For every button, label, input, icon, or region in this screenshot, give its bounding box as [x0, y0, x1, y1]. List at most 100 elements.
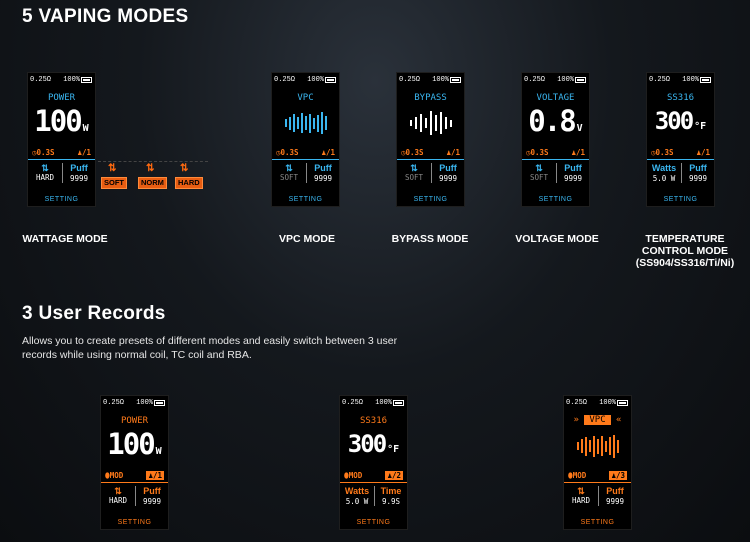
- mode-name: POWER: [47, 93, 76, 103]
- updown-icon: ⇅: [41, 163, 49, 173]
- mod-indicator: ⬮MOD: [568, 471, 587, 480]
- mode-value: 100 W: [34, 104, 89, 138]
- puff-cell: Puff 9999: [135, 486, 168, 506]
- norm-option: NORM: [138, 177, 167, 189]
- status-bar: 0.25Ω 100%: [397, 75, 464, 84]
- mode-value: 0.8 V: [528, 104, 583, 138]
- device-voltage: 0.25Ω 100% VOLTAGE 0.8 V ◷0.3S ♟/1 ⇅ SOFT P…: [521, 72, 590, 207]
- puff-cell: Puff 9999: [598, 486, 631, 506]
- battery-icon: [450, 76, 461, 83]
- profile-number: ♟/2: [385, 471, 403, 480]
- battery-icon: [393, 399, 404, 406]
- setting-label: SETTING: [117, 519, 152, 526]
- profile-number: ♟/1: [77, 148, 91, 157]
- temperature-caption: TEMPERATURE CONTROL MODE (SS904/SS316/Ti…: [635, 233, 735, 269]
- bypass-caption: BYPASS MODE: [391, 233, 469, 245]
- device-vpc: 0.25Ω 100% VPC ◷0.3S ♟/1 ⇅ SOFT Puff 9999 S…: [271, 72, 340, 207]
- setting-label: SETTING: [538, 196, 573, 203]
- divider: [98, 161, 208, 162]
- chevron-right-icon: «: [616, 415, 622, 425]
- mode-value: 300 °F: [654, 107, 707, 135]
- record-device-1: 0.25Ω 100% POWER 100 W ⬮MOD ♟/1 ⇅ HARD Puff…: [100, 395, 169, 530]
- device-wattage: 0.25Ω 100% POWER 100 W ◷0.3S ♟/1 ⇅ HARD Puf…: [27, 72, 96, 207]
- mode-name: VPC: [297, 93, 314, 103]
- mod-indicator: ⬮MOD: [344, 471, 363, 480]
- updown-icon: ⇅: [114, 486, 122, 496]
- vpc-curve: [564, 433, 631, 459]
- mode-name: SS316: [359, 416, 388, 426]
- updown-icon: ⇅: [146, 163, 155, 174]
- status-bar: 0.25Ω 100%: [647, 75, 714, 84]
- preheat-time: ◷0.3S: [401, 148, 424, 157]
- mod-indicator: ⬮MOD: [105, 471, 124, 480]
- battery-icon: [325, 76, 336, 83]
- battery-percent: 100%: [63, 75, 80, 84]
- curve-cell: ⇅ HARD: [28, 163, 62, 182]
- battery-icon: [700, 76, 711, 83]
- setting-label: SETTING: [44, 196, 79, 203]
- preheat-time: ◷0.3S: [276, 148, 299, 157]
- curve-cell: ⇅ SOFT: [272, 163, 306, 182]
- curve-cell: ⇅ HARD: [101, 486, 135, 505]
- puff-cell: Puff 9999: [306, 163, 339, 183]
- updown-icon: ⇅: [535, 163, 543, 173]
- mode-value: 300 °F: [347, 430, 400, 458]
- mode-name: » VPC «: [573, 415, 622, 425]
- record-device-2: 0.25Ω 100% SS316 300 °F ⬮MOD ♟/2 Watts 5.0 …: [339, 395, 408, 530]
- profile-number: ♟/1: [696, 148, 710, 157]
- profile-number: ♟/1: [571, 148, 585, 157]
- voltage-caption: VOLTAGE MODE: [515, 233, 599, 245]
- soft-option: SOFT: [101, 177, 127, 189]
- status-bar: 0.25Ω 100%: [564, 398, 631, 407]
- time-cell: Time 9.9S: [374, 486, 407, 506]
- preheat-time: ◷0.3S: [32, 148, 55, 157]
- record-device-3: 0.25Ω 100% » VPC « ⬮MOD ♟/3 ⇅ HARD Puff 999…: [563, 395, 632, 530]
- mode-name: VOLTAGE: [536, 93, 575, 103]
- curve-cell: ⇅ SOFT: [522, 163, 556, 182]
- records-heading: 3 User Records: [22, 303, 166, 324]
- battery-icon: [154, 399, 165, 406]
- preheat-time: ◷0.3S: [651, 148, 674, 157]
- updown-icon: ⇅: [108, 163, 117, 174]
- setting-label: SETTING: [663, 196, 698, 203]
- device-bypass: 0.25Ω 100% BYPASS ◷0.3S ♟/1 ⇅ SOFT Puff 999…: [396, 72, 465, 207]
- battery-icon: [575, 76, 586, 83]
- curve-cell: ⇅ SOFT: [397, 163, 431, 182]
- status-bar: 0.25Ω 100%: [101, 398, 168, 407]
- mode-name: BYPASS: [414, 93, 447, 103]
- setting-label: SETTING: [580, 519, 615, 526]
- setting-label: SETTING: [288, 196, 323, 203]
- preheat-time: ◷0.3S: [526, 148, 549, 157]
- divider: [28, 159, 95, 160]
- vpc-caption: VPC MODE: [278, 233, 335, 245]
- records-description: Allows you to create presets of differen…: [22, 335, 398, 361]
- vpc-curve: [272, 110, 339, 136]
- modes-heading: 5 VAPING MODES: [22, 6, 189, 27]
- updown-icon: ⇅: [410, 163, 418, 173]
- updown-icon: ⇅: [180, 163, 189, 174]
- watts-cell: Watts 5.0 W: [651, 163, 677, 183]
- resistance-readout: 0.25Ω: [30, 75, 52, 84]
- chevron-left-icon: »: [573, 415, 579, 425]
- curve-cell: ⇅ HARD: [564, 486, 598, 505]
- setting-label: SETTING: [413, 196, 448, 203]
- puff-cell: Puff 9999: [62, 163, 95, 183]
- updown-icon: ⇅: [285, 163, 293, 173]
- profile-number: ♟/1: [446, 148, 460, 157]
- puff-cell: Puff 9999: [556, 163, 589, 183]
- battery-icon: [617, 399, 628, 406]
- mode-name: SS316: [666, 93, 695, 103]
- device-temperature: 0.25Ω 100% SS316 300 °F ◷0.3S ♟/1 Watts 5.0…: [646, 72, 715, 207]
- waveform-icon: [397, 110, 464, 136]
- mode-value: 100 W: [107, 427, 162, 461]
- wattage-caption: WATTAGE MODE: [22, 233, 108, 245]
- updown-icon: ⇅: [577, 486, 585, 496]
- mode-name: POWER: [120, 416, 149, 426]
- puff-cell: Puff 9999: [431, 163, 464, 183]
- setting-label: SETTING: [356, 519, 391, 526]
- hard-option: HARD: [175, 177, 203, 189]
- profile-number: ♟/1: [146, 471, 164, 480]
- puff-cell: Puff 9999: [681, 163, 714, 183]
- profile-number: ♟/3: [609, 471, 627, 480]
- status-bar: 0.25Ω 100%: [522, 75, 589, 84]
